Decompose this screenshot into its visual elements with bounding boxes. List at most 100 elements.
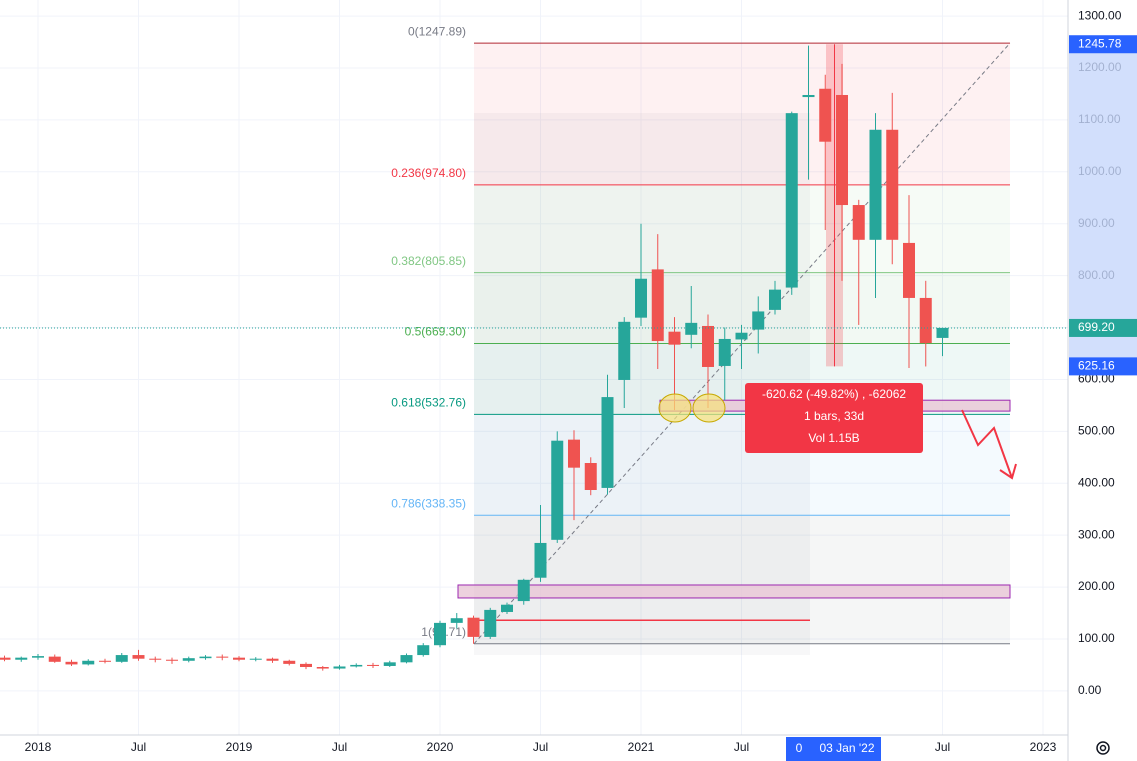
- x-tick-label: 2020: [427, 740, 454, 754]
- candle-body: [568, 439, 580, 468]
- candle-body: [15, 657, 28, 660]
- candle-body: [718, 338, 731, 366]
- fib-label: 0.5(669.30): [405, 325, 466, 339]
- x-tick-label: 2021: [628, 740, 655, 754]
- candle-body: [450, 618, 463, 623]
- candle-body: [266, 658, 279, 661]
- x-tick-label: 2023: [1030, 740, 1057, 754]
- fib-label: 0.786(338.35): [391, 496, 466, 510]
- candle-body: [501, 604, 513, 612]
- candle-body: [836, 94, 848, 206]
- candle-body: [869, 129, 882, 240]
- candle-body: [802, 94, 815, 98]
- fib-zone: [474, 515, 1010, 644]
- candle-body: [668, 331, 681, 345]
- y-tick-label: 300.00: [1078, 527, 1115, 541]
- candle-body: [769, 289, 781, 310]
- candle-body: [584, 463, 597, 490]
- candle-body: [551, 440, 564, 540]
- candle-body: [149, 658, 162, 660]
- y-tick-label: 100.00: [1078, 631, 1115, 645]
- zone-box: [457, 584, 1011, 599]
- candle-body: [283, 660, 296, 664]
- crosshair-count: 0: [796, 741, 803, 755]
- fib-label: 0.382(805.85): [391, 254, 466, 268]
- candle-body: [819, 88, 832, 142]
- candle-body: [651, 269, 664, 342]
- candle-body: [601, 397, 614, 488]
- candle-body: [919, 297, 932, 344]
- price-label-bg: [1069, 35, 1137, 54]
- candle-body: [99, 660, 111, 662]
- measure-text: -620.62 (-49.82%) , -62062: [762, 387, 906, 401]
- candle-body: [852, 205, 865, 240]
- candle-body: [702, 325, 714, 367]
- measure-text: Vol 1.15B: [808, 431, 859, 445]
- price-label-bg: [1069, 318, 1137, 337]
- x-tick-label: 2019: [226, 740, 253, 754]
- y-tick-label: 200.00: [1078, 579, 1115, 593]
- candle-body: [0, 657, 11, 660]
- fib-label: 0(1247.89): [408, 24, 466, 38]
- candle-body: [249, 658, 262, 660]
- candle-body: [48, 656, 61, 662]
- crosshair-date: 03 Jan '22: [819, 741, 874, 755]
- candle-body: [316, 667, 329, 669]
- y-tick-label: 500.00: [1078, 424, 1115, 438]
- candle-body: [400, 655, 413, 663]
- y-tick-label: 0.00: [1078, 683, 1102, 697]
- price-label: 625.16: [1078, 359, 1115, 373]
- grid: [0, 0, 1068, 735]
- fib-label: 0.236(974.80): [391, 166, 466, 180]
- candle-body: [350, 664, 363, 667]
- candle-body: [65, 661, 78, 665]
- candle-body: [333, 666, 346, 669]
- candle-body: [300, 663, 312, 668]
- highlight-circle: [692, 393, 726, 423]
- candle-body: [517, 579, 530, 602]
- arrow-drawing: [961, 409, 1017, 480]
- candle-body: [182, 658, 195, 661]
- price-label-bg: [1069, 357, 1137, 376]
- price-label: 699.20: [1078, 320, 1115, 334]
- fib-zone: [474, 43, 1010, 185]
- candle-body: [735, 332, 748, 340]
- candle-body: [618, 321, 631, 380]
- candle-body: [785, 113, 798, 288]
- fib-label: 0.618(532.76): [391, 396, 466, 410]
- candle-body: [367, 664, 379, 666]
- candle-body: [115, 655, 128, 662]
- candle-body: [233, 657, 245, 660]
- fib-zone: [474, 184, 1010, 273]
- candle-body: [32, 656, 44, 658]
- price-label: 1245.78: [1078, 36, 1122, 50]
- candle-body: [166, 659, 178, 661]
- x-tick-label: Jul: [533, 740, 548, 754]
- candle-body: [635, 278, 647, 318]
- candle-body: [903, 242, 915, 298]
- settings-icon[interactable]: [1096, 741, 1110, 755]
- candle-body: [467, 617, 480, 637]
- x-tick-label: Jul: [935, 740, 950, 754]
- candle-body: [132, 655, 145, 659]
- candle-body: [417, 645, 430, 656]
- candle-body: [434, 622, 446, 646]
- y-tick-label: 400.00: [1078, 475, 1115, 489]
- highlight-circle: [658, 393, 692, 423]
- crosshair-label-bg: [786, 737, 881, 761]
- candle-body: [752, 311, 765, 330]
- x-tick-label: Jul: [131, 740, 146, 754]
- x-tick-label: Jul: [332, 740, 347, 754]
- price-range-band: [1069, 44, 1137, 367]
- measure-box: [745, 383, 923, 453]
- x-tick-label: 2018: [25, 740, 52, 754]
- candle-body: [685, 322, 698, 335]
- candle-body: [82, 660, 95, 665]
- candle-body: [484, 609, 497, 637]
- candle-body: [886, 129, 899, 240]
- candle-body: [216, 656, 229, 658]
- candle-body: [534, 542, 547, 578]
- plot-area: 0(1247.89) 0.236(974.80) 0.382(805.85) 0.5(…: [0, 24, 1068, 671]
- candle-body: [936, 327, 949, 338]
